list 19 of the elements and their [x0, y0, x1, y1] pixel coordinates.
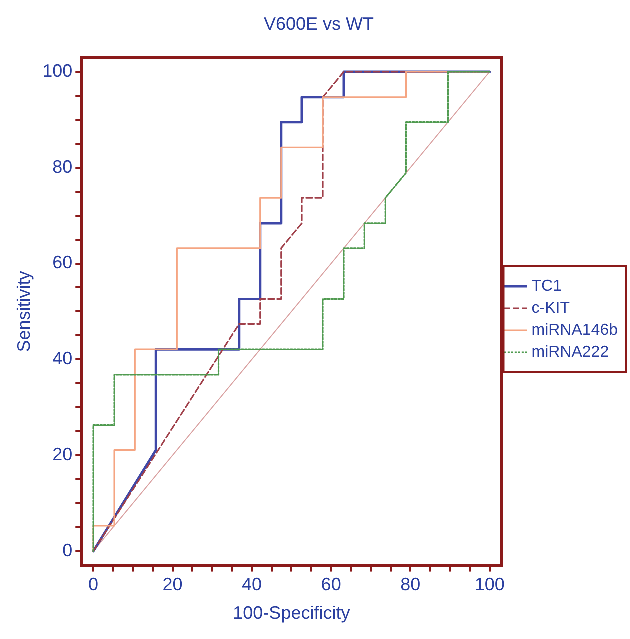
x-tick-label: 100	[474, 574, 505, 595]
legend-label: miRNA222	[532, 344, 610, 361]
y-axis-title: Sensitivity	[14, 271, 34, 352]
y-tick-label: 40	[52, 348, 73, 369]
y-tick-label: 20	[52, 444, 73, 464]
chart-title: V600E vs WT	[264, 14, 374, 34]
y-tick-label: 60	[52, 252, 73, 273]
x-tick-label: 40	[242, 574, 262, 595]
y-tick-label: 100	[42, 60, 73, 81]
legend-label: c-KIT	[532, 300, 570, 317]
legend-label: TC1	[532, 278, 562, 295]
y-tick-label: 80	[52, 156, 73, 177]
x-tick-label: 0	[88, 574, 99, 595]
legend-label: miRNA146b	[532, 322, 618, 339]
x-tick-label: 20	[162, 574, 183, 595]
y-tick-label: 0	[62, 540, 73, 560]
x-tick-label: 60	[321, 574, 342, 595]
x-tick-label: 80	[400, 574, 421, 595]
x-axis-title: 100-Specificity	[233, 603, 350, 624]
